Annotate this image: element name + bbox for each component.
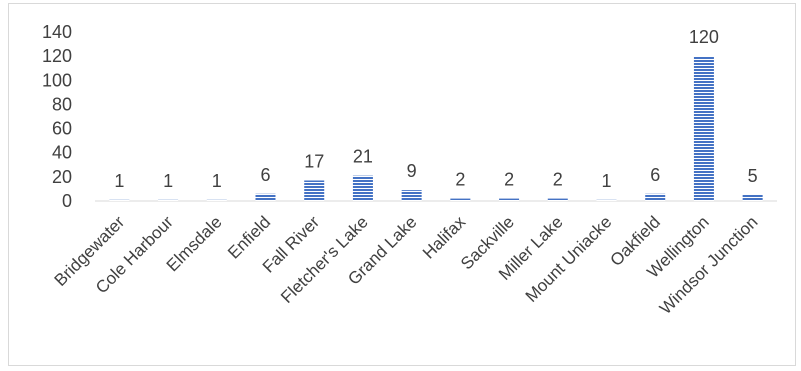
bar-sackville [499,198,520,201]
data-label: 6 [650,165,660,185]
bar-elmsdale [206,199,227,201]
bar-wellington [693,56,714,202]
bars [109,56,763,202]
bar-miller-lake [547,198,568,201]
bar-enfield [255,193,276,201]
y-tick-label: 120 [42,46,72,66]
bar-bridgewater [109,199,130,201]
y-tick-label: 60 [52,119,72,139]
data-label: 1 [114,171,124,191]
data-label: 17 [304,151,324,171]
y-tick-label: 40 [52,143,72,163]
bar-mount-uniacke [596,199,617,201]
data-label: 1 [163,171,173,191]
bar-fletcher-s-lake [352,175,373,201]
data-label: 120 [689,27,719,47]
bar-fall-river [304,180,325,201]
y-tick-label: 0 [62,191,72,211]
chart-frame [8,3,796,366]
bar-halifax [450,198,471,201]
data-label: 21 [353,147,373,167]
x-tick-label: Mount Uniacke [522,212,616,306]
data-label: 6 [260,165,270,185]
data-label: 2 [553,170,563,190]
y-tick-label: 80 [52,94,72,114]
y-tick-label: 100 [42,70,72,90]
bar-grand-lake [401,190,422,201]
bar-oakfield [645,193,666,201]
bar-windsor-junction [742,194,763,201]
data-label: 5 [748,166,758,186]
data-label: 2 [455,170,465,190]
y-tick-label: 140 [42,22,72,42]
data-label: 1 [601,171,611,191]
y-axis-ticks: 0 20 40 60 80 100 120 140 [42,22,72,211]
data-label: 1 [212,171,222,191]
bar-cole-harbour [158,199,179,201]
y-tick-label: 20 [52,167,72,187]
data-label: 2 [504,170,514,190]
data-label: 9 [407,161,417,181]
x-tick-label: Fletcher's Lake [277,212,372,307]
